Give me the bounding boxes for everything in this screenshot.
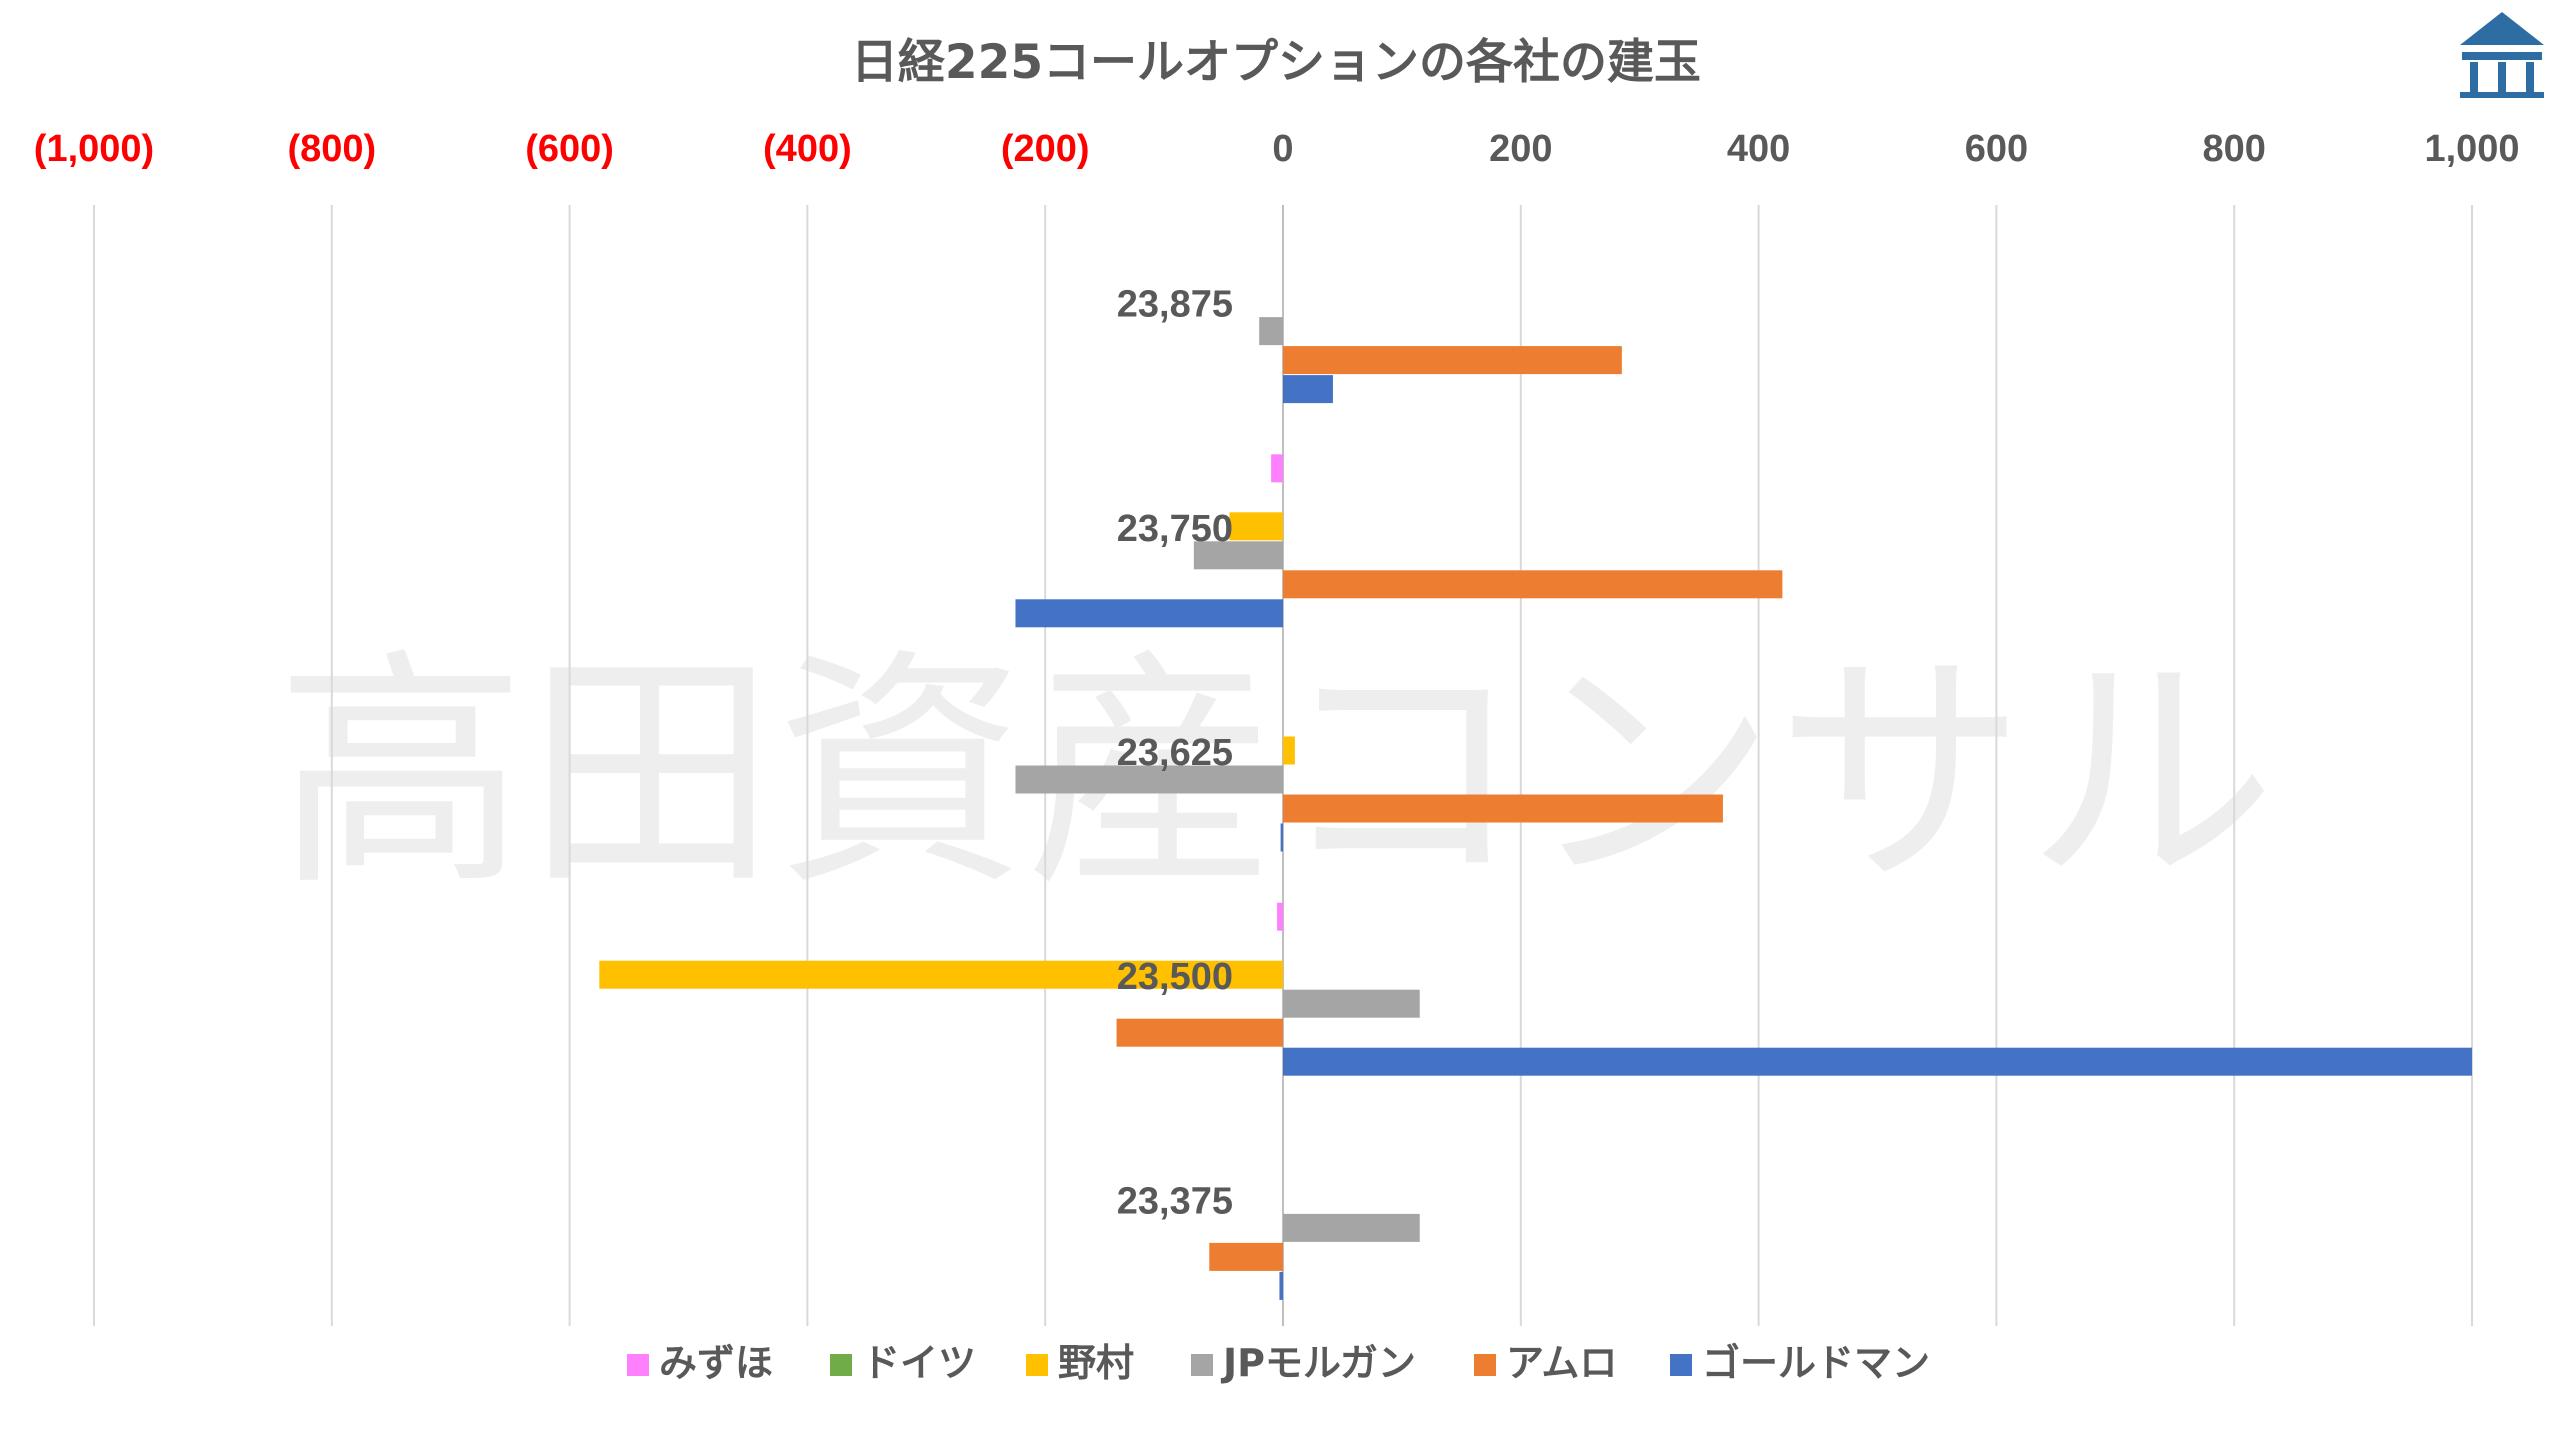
- bar: [1283, 375, 1333, 404]
- legend-swatch: [1670, 1354, 1692, 1376]
- category-label: 23,375: [1117, 1180, 1233, 1222]
- x-tick-label: (1,000): [34, 128, 154, 170]
- legend-label: ゴールドマン: [1702, 1341, 1930, 1385]
- x-tick-label: (600): [525, 128, 614, 170]
- logo-pillar: [2526, 62, 2534, 92]
- x-tick-label: 800: [2202, 128, 2265, 170]
- bar: [1271, 454, 1283, 483]
- legend-label: ドイツ: [862, 1341, 976, 1385]
- bar: [1015, 599, 1283, 628]
- legend-label: 野村: [1058, 1341, 1134, 1385]
- legend-swatch: [627, 1354, 649, 1376]
- legend-label: アムロ: [1506, 1341, 1617, 1385]
- bar: [1283, 1047, 2472, 1076]
- logo-pillar: [2498, 62, 2506, 92]
- x-tick-label: (800): [287, 128, 376, 170]
- legend-swatch: [1474, 1354, 1496, 1376]
- bar: [1283, 346, 1622, 375]
- bar: [1193, 541, 1283, 570]
- category-label: 23,750: [1117, 508, 1233, 550]
- bar: [1209, 1242, 1283, 1271]
- legend-swatch: [1191, 1354, 1213, 1376]
- legend-swatch: [830, 1354, 852, 1376]
- x-tick-label: 600: [1965, 128, 2028, 170]
- x-tick-label: (400): [763, 128, 852, 170]
- bar: [1283, 794, 1723, 823]
- legend-label: JPモルガン: [1220, 1341, 1416, 1385]
- logo-beam: [2462, 52, 2542, 60]
- logo-roof: [2460, 12, 2544, 45]
- x-tick-label: 0: [1272, 128, 1293, 170]
- category-label: 23,875: [1117, 284, 1233, 326]
- bar: [1283, 989, 1420, 1018]
- bar: [1277, 902, 1283, 931]
- bar: [1015, 765, 1283, 794]
- legend-label: みずほ: [659, 1341, 773, 1385]
- bar: [1283, 570, 1783, 599]
- category-label: 23,500: [1117, 956, 1233, 998]
- chart-title: 日経225コールオプションの各社の建玉: [851, 35, 1701, 90]
- x-tick-label: 1,000: [2424, 128, 2519, 170]
- bar: [1283, 1213, 1420, 1242]
- logo: [2460, 12, 2544, 98]
- category-label: 23,625: [1117, 732, 1233, 774]
- bar: [1280, 823, 1283, 852]
- logo-pillar: [2470, 62, 2478, 92]
- bar: [1259, 317, 1283, 346]
- legend-swatch: [1026, 1354, 1048, 1376]
- bar: [599, 960, 1283, 989]
- x-tick-label: 400: [1727, 128, 1790, 170]
- bar: [1279, 1271, 1283, 1300]
- x-tick-label: (200): [1001, 128, 1090, 170]
- bar: [1229, 512, 1283, 541]
- logo-base: [2460, 92, 2544, 98]
- bar: [1283, 736, 1295, 765]
- x-tick-label: 200: [1489, 128, 1552, 170]
- bar: [1116, 1018, 1283, 1047]
